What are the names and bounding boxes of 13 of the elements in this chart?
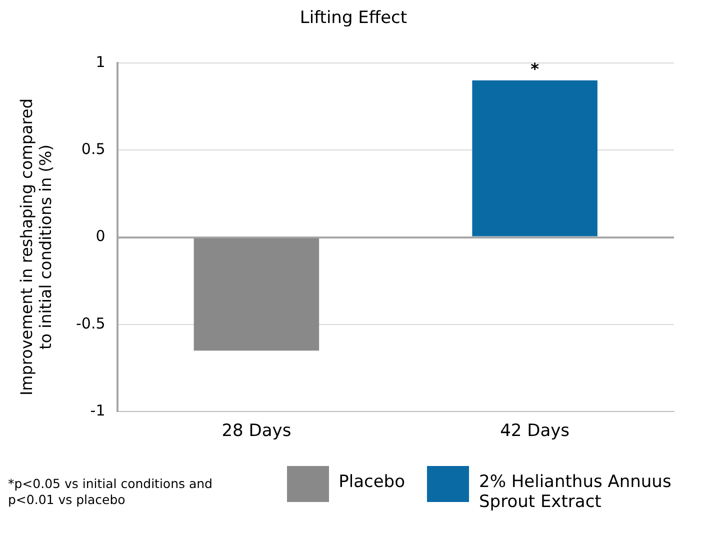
- annotation: *: [530, 60, 540, 79]
- legend-label: 2% Helianthus Annuus Sprout Extract: [479, 471, 672, 512]
- y-tick-label: -1: [90, 401, 106, 420]
- x-tick-label: 42 Days: [500, 421, 570, 442]
- y-axis-title: Improvement in reshaping compared to initial conditions in (%): [17, 97, 55, 397]
- y-tick-label: 1: [96, 52, 106, 71]
- chart-title: Lifting Effect: [298, 8, 408, 28]
- y-tick-label: -0.5: [76, 314, 106, 332]
- y-tick-label: 0.5: [81, 140, 106, 158]
- legend-label: Placebo: [338, 471, 405, 492]
- y-tick-label: 0: [96, 227, 106, 246]
- text: *p<0.05 vs initial conditions and p<0.01 vs placebo: [8, 476, 214, 508]
- x-tick-label: 28 Days: [222, 421, 292, 442]
